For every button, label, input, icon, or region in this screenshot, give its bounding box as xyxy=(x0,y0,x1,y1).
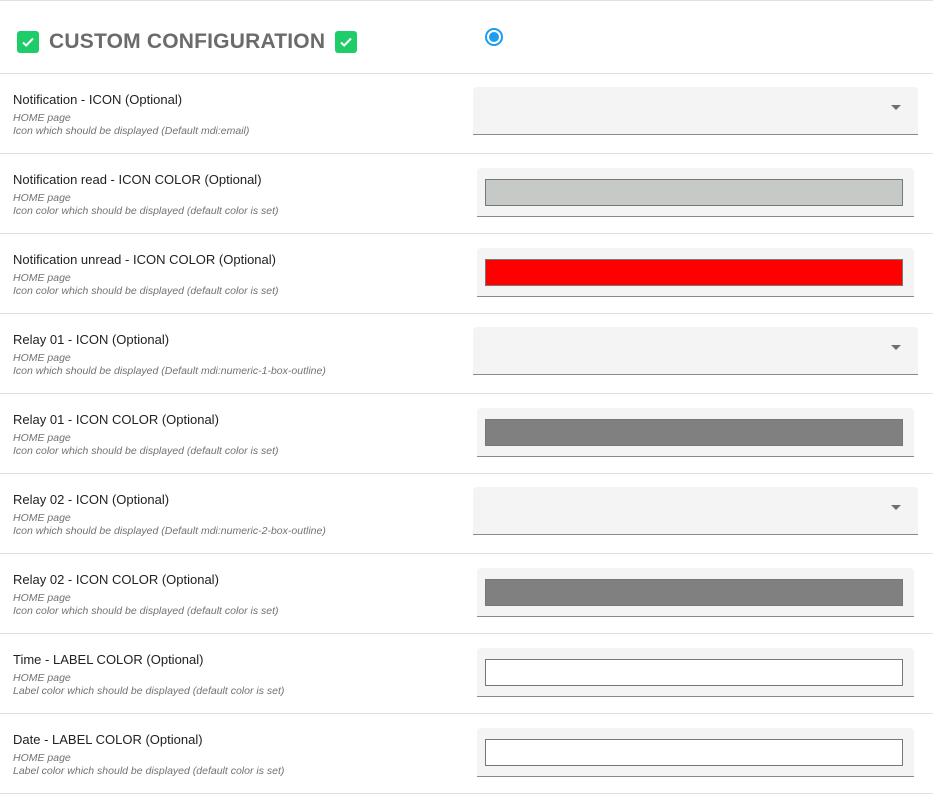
field-page: HOME page xyxy=(13,512,71,524)
config-row: Relay 02 - ICON (Optional) HOME page Icon… xyxy=(0,474,933,554)
config-row: Relay 01 - ICON COLOR (Optional) HOME pa… xyxy=(0,394,933,474)
config-row: Date - LABEL COLOR (Optional) HOME page L… xyxy=(0,714,933,794)
field-help: Icon color which should be displayed (de… xyxy=(13,205,279,217)
color-swatch[interactable] xyxy=(485,659,903,686)
color-swatch[interactable] xyxy=(485,179,903,206)
section-title: CUSTOM CONFIGURATION xyxy=(17,30,358,54)
section-title-text: CUSTOM CONFIGURATION xyxy=(49,30,326,53)
check-icon xyxy=(17,31,39,53)
field-description: HOME page Label color which should be dis… xyxy=(13,752,284,778)
check-icon xyxy=(335,31,358,53)
section-header: CUSTOM CONFIGURATION xyxy=(0,0,933,74)
caret-down-icon xyxy=(891,505,901,510)
icon-select[interactable] xyxy=(473,487,918,535)
field-label: Time - LABEL COLOR (Optional) xyxy=(13,652,204,667)
field-page: HOME page xyxy=(13,352,71,364)
field-label: Relay 01 - ICON COLOR (Optional) xyxy=(13,412,219,427)
config-row: Time - LABEL COLOR (Optional) HOME page L… xyxy=(0,634,933,714)
field-description: HOME page Icon which should be displayed … xyxy=(13,112,249,138)
field-label: Date - LABEL COLOR (Optional) xyxy=(13,732,203,747)
field-help: Icon which should be displayed (Default … xyxy=(13,125,250,137)
field-label: Notification - ICON (Optional) xyxy=(13,92,183,107)
field-help: Icon which should be displayed (Default … xyxy=(13,525,326,537)
field-help: Icon color which should be displayed (de… xyxy=(13,445,279,457)
color-swatch[interactable] xyxy=(485,259,903,286)
field-description: HOME page Icon color which should be disp… xyxy=(13,192,279,218)
field-page: HOME page xyxy=(13,752,71,764)
caret-down-icon xyxy=(891,105,901,110)
color-input[interactable] xyxy=(477,248,914,297)
field-page: HOME page xyxy=(13,432,71,444)
field-description: HOME page Icon color which should be disp… xyxy=(13,592,279,618)
config-row: Notification - ICON (Optional) HOME page… xyxy=(0,74,933,154)
field-label: Notification read - ICON COLOR (Optional… xyxy=(13,172,262,187)
field-help: Icon color which should be displayed (de… xyxy=(13,285,279,297)
field-page: HOME page xyxy=(13,672,71,684)
field-label: Relay 02 - ICON COLOR (Optional) xyxy=(13,572,219,587)
field-page: HOME page xyxy=(13,112,71,124)
field-description: HOME page Icon color which should be disp… xyxy=(13,272,279,298)
field-help: Icon which should be displayed (Default … xyxy=(13,365,326,377)
config-row: Relay 02 - ICON COLOR (Optional) HOME pa… xyxy=(0,554,933,634)
caret-down-icon xyxy=(891,345,901,350)
field-page: HOME page xyxy=(13,592,71,604)
icon-select[interactable] xyxy=(473,327,918,375)
config-row: Notification unread - ICON COLOR (Option… xyxy=(0,234,933,314)
field-label: Relay 02 - ICON (Optional) xyxy=(13,492,170,507)
field-description: HOME page Icon which should be displayed … xyxy=(13,512,326,538)
field-label: Notification unread - ICON COLOR (Option… xyxy=(13,252,276,267)
field-description: HOME page Icon which should be displayed … xyxy=(13,352,326,378)
section-radio-button[interactable] xyxy=(485,28,503,46)
color-input[interactable] xyxy=(477,728,914,777)
field-help: Icon color which should be displayed (de… xyxy=(13,605,279,617)
field-page: HOME page xyxy=(13,272,71,284)
field-description: HOME page Label color which should be dis… xyxy=(13,672,284,698)
color-swatch[interactable] xyxy=(485,419,903,446)
config-row: Notification read - ICON COLOR (Optional… xyxy=(0,154,933,234)
color-swatch[interactable] xyxy=(485,739,903,766)
color-input[interactable] xyxy=(477,648,914,697)
field-help: Label color which should be displayed (d… xyxy=(13,765,285,777)
icon-select[interactable] xyxy=(473,87,918,135)
color-input[interactable] xyxy=(477,568,914,617)
field-page: HOME page xyxy=(13,192,71,204)
config-row: Relay 01 - ICON (Optional) HOME page Icon… xyxy=(0,314,933,394)
color-swatch[interactable] xyxy=(485,579,903,606)
field-label: Relay 01 - ICON (Optional) xyxy=(13,332,170,347)
field-description: HOME page Icon color which should be disp… xyxy=(13,432,279,458)
color-input[interactable] xyxy=(477,168,914,217)
field-help: Label color which should be displayed (d… xyxy=(13,685,285,697)
color-input[interactable] xyxy=(477,408,914,457)
